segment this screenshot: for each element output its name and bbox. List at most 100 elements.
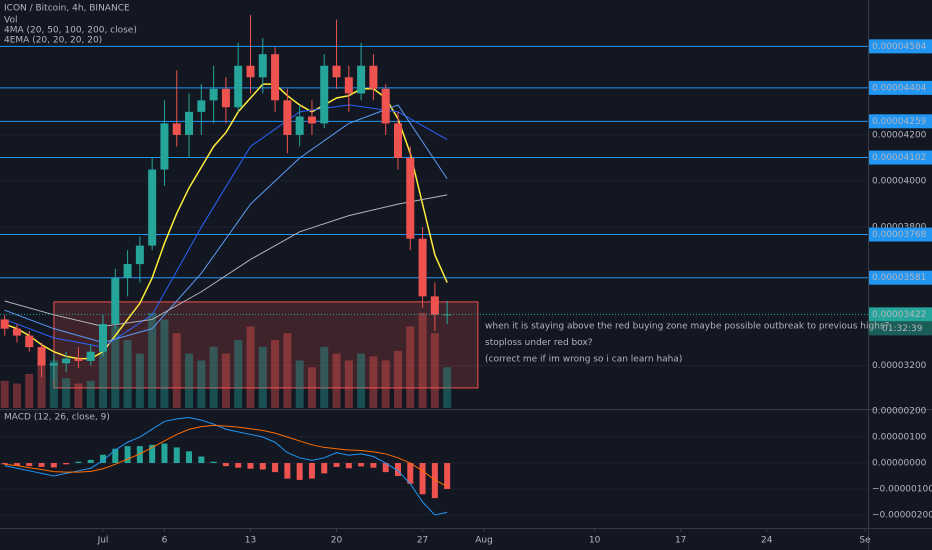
candle-body	[283, 100, 292, 135]
candle-body	[49, 363, 58, 366]
histogram-bar	[124, 446, 131, 464]
volume-bar	[430, 333, 439, 408]
histogram-bar	[370, 463, 377, 468]
annotation: when it is staying above the red buying …	[485, 322, 890, 332]
candle-body	[172, 123, 181, 135]
candle-body	[295, 116, 304, 135]
candle-body	[406, 157, 415, 239]
candle-body	[320, 65, 329, 124]
candle-body	[74, 358, 83, 361]
candle-body	[111, 277, 120, 325]
volume-bar	[307, 367, 316, 408]
countdown-bg	[869, 321, 932, 336]
candle-body	[160, 123, 169, 170]
level-label-bg	[869, 227, 932, 242]
level-label-bg	[869, 114, 932, 129]
volume-bar	[418, 312, 427, 408]
candle-body	[234, 65, 243, 108]
volume-bar	[111, 326, 120, 408]
moving-average	[4, 104, 448, 348]
y-tick-label: −0.00000200	[872, 511, 932, 521]
volume-bar	[393, 350, 402, 408]
volume-bar	[209, 346, 218, 408]
histogram-bar	[333, 463, 340, 467]
level-label-bg	[869, 80, 932, 95]
candle-body	[246, 65, 255, 78]
histogram-bar	[444, 463, 451, 490]
histogram-bar	[87, 459, 94, 464]
volume-bar	[12, 383, 21, 408]
candle-body	[197, 100, 206, 112]
histogram-bar	[345, 463, 352, 469]
candle-body	[148, 169, 157, 246]
symbol-title: ICON / Bitcoin, 4h, BINANCE	[4, 4, 130, 14]
candle-body	[62, 358, 71, 364]
level-label: 0.00003581	[872, 273, 926, 283]
volume-bar	[148, 312, 157, 408]
candle-body	[12, 328, 21, 336]
volume-bar	[25, 374, 34, 408]
histogram-bar	[222, 463, 229, 467]
volume-bar	[381, 360, 390, 408]
histogram-bar	[26, 463, 33, 467]
candle-body	[307, 116, 316, 124]
x-tick-label: Jul	[97, 536, 109, 546]
volume-bar	[234, 340, 243, 408]
volume-bar	[0, 380, 9, 408]
countdown: 01:32:39	[882, 324, 923, 334]
volume-bar	[283, 333, 292, 408]
volume-bar	[258, 346, 267, 408]
candle-body	[25, 335, 34, 348]
candle-body	[381, 88, 390, 124]
histogram-bar	[1, 463, 8, 465]
y-tick-label: 0.00000100	[872, 433, 927, 443]
volume-bar	[98, 346, 107, 408]
volume-bar	[172, 333, 181, 408]
histogram-bar	[186, 451, 193, 464]
volume-bar	[332, 353, 341, 408]
level-label-bg	[869, 39, 932, 54]
annotation: (correct me if im wrong so i can learn h…	[485, 355, 682, 365]
candle-body	[98, 324, 107, 352]
candle-body	[332, 65, 341, 78]
indicator-legend: 4MA (20, 50, 100, 200, close)	[4, 26, 137, 36]
histogram-bar	[431, 463, 438, 499]
x-tick-label: 27	[417, 536, 428, 546]
last-price-bg	[869, 307, 932, 322]
volume-bar	[49, 360, 58, 408]
histogram-bar	[173, 447, 180, 464]
candle-body	[123, 264, 132, 278]
histogram-bar	[407, 463, 414, 484]
buy-zone	[53, 301, 479, 389]
histogram-bar	[75, 461, 82, 464]
histogram-bar	[284, 463, 291, 479]
candle-body	[418, 238, 427, 297]
level-label: 0.00004584	[872, 42, 927, 52]
volume-bar	[357, 353, 366, 408]
histogram-bar	[161, 443, 168, 464]
histogram-bar	[112, 448, 119, 464]
volume-bar	[62, 378, 71, 408]
volume-bar	[406, 326, 415, 408]
histogram-bar	[272, 463, 279, 473]
indicator-legend: 4EMA (20, 20, 20, 20)	[4, 36, 102, 46]
candle-body	[271, 54, 280, 101]
candle-body	[221, 88, 230, 108]
candle-body	[185, 111, 194, 135]
x-tick-label: 6	[162, 536, 168, 546]
volume-bar	[369, 356, 378, 408]
histogram-bar	[149, 444, 156, 464]
candle-body	[369, 65, 378, 89]
x-tick-label: 20	[331, 536, 343, 546]
x-tick-label: 10	[589, 536, 601, 546]
candle-body	[393, 123, 402, 158]
last-price-label: 0.00003422	[872, 310, 926, 320]
volume-bar	[221, 353, 230, 408]
candle-body	[344, 77, 353, 94]
macd-line	[4, 424, 448, 487]
histogram-bar	[136, 446, 143, 464]
volume-bar	[271, 340, 280, 408]
y-tick-label: −0.00000100	[872, 485, 932, 495]
